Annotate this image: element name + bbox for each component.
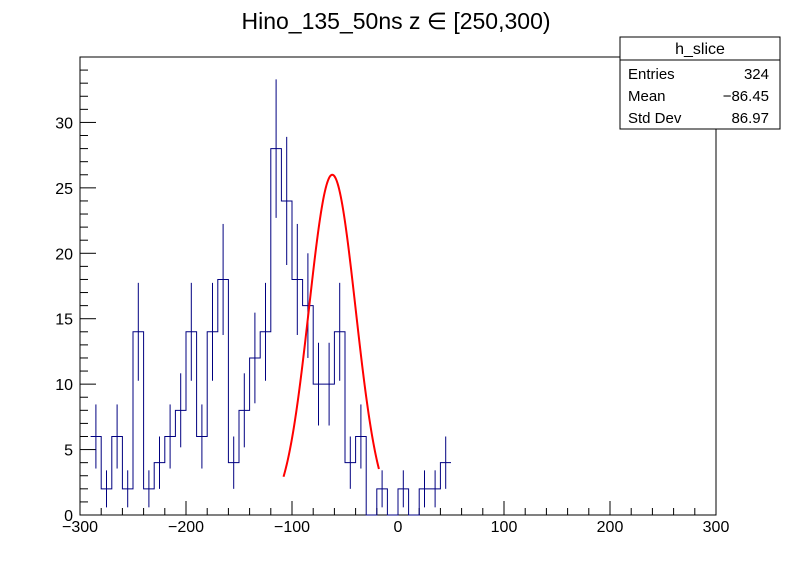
gaussian-fit-curve bbox=[282, 173, 380, 478]
chart-title: Hino_135_50ns z ∈ [250,300) bbox=[241, 8, 550, 34]
axis-ticks bbox=[79, 56, 717, 516]
x-tick-label: −100 bbox=[274, 519, 310, 536]
stats-mean-value: −86.45 bbox=[723, 88, 769, 105]
stats-entries-value: 324 bbox=[744, 66, 769, 83]
y-tick-label: 5 bbox=[64, 443, 73, 460]
x-tick-label: −300 bbox=[62, 519, 98, 536]
x-tick-label: 0 bbox=[394, 519, 403, 536]
y-tick-label: 20 bbox=[55, 246, 73, 263]
x-tick-label: −200 bbox=[168, 519, 204, 536]
y-tick-label: 25 bbox=[55, 181, 73, 198]
x-tick-label: 200 bbox=[597, 519, 624, 536]
y-tick-label: 0 bbox=[64, 508, 73, 525]
stats-stddev-value: 86.97 bbox=[731, 110, 769, 127]
stats-box: h_slice Entries 324 Mean −86.45 Std Dev … bbox=[619, 36, 781, 130]
y-tick-label: 15 bbox=[55, 312, 73, 329]
stats-entries-label: Entries bbox=[628, 66, 675, 83]
y-tick-labels: 0 5 10 15 20 25 30 bbox=[55, 115, 73, 525]
x-tick-label: 300 bbox=[703, 519, 730, 536]
stats-mean-label: Mean bbox=[628, 88, 666, 105]
y-tick-label: 30 bbox=[55, 115, 73, 132]
histogram-outline bbox=[90, 148, 451, 516]
y-tick-label: 10 bbox=[55, 377, 73, 394]
x-tick-label: 100 bbox=[491, 519, 518, 536]
x-tick-labels: −300 −200 −100 0 100 200 300 bbox=[62, 519, 729, 536]
stats-stddev-label: Std Dev bbox=[628, 110, 682, 127]
stats-box-title: h_slice bbox=[675, 41, 725, 58]
